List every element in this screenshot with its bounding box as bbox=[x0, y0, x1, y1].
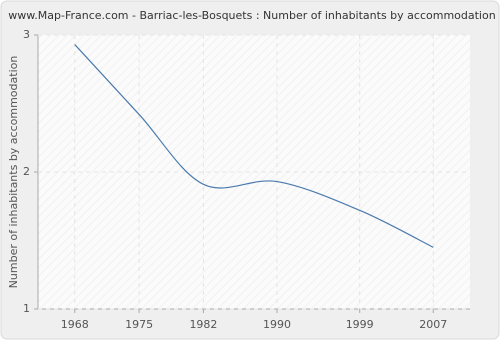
y-tick-label: 1 bbox=[23, 302, 30, 315]
x-tick-label: 1999 bbox=[346, 318, 374, 331]
line bbox=[74, 44, 434, 248]
x-tick-label: 1968 bbox=[61, 318, 89, 331]
y-axis-label: Number of inhabitants by accommodation bbox=[7, 56, 20, 289]
x-tick-label: 1982 bbox=[189, 318, 217, 331]
x-tick-label: 1990 bbox=[263, 318, 291, 331]
y-tick-label: 2 bbox=[23, 165, 30, 178]
x-tick-label: 2007 bbox=[419, 318, 447, 331]
chart-title: www.Map-France.com - Barriac-les-Bosquet… bbox=[8, 9, 495, 22]
y-tick-label: 3 bbox=[23, 28, 30, 41]
x-tick-label: 1975 bbox=[125, 318, 153, 331]
